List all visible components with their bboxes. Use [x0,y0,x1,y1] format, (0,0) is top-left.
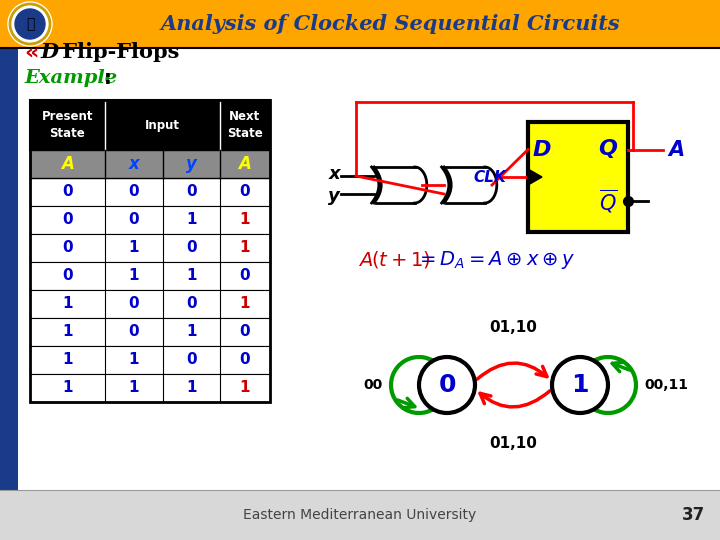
Text: Q: Q [598,139,618,159]
Text: Present
State: Present State [42,110,94,140]
Text: 0: 0 [129,213,139,227]
Text: x: x [328,165,340,183]
Bar [30,234,270,262]
Bar [528,122,628,232]
Bar [30,346,270,374]
Circle shape [8,2,52,46]
Text: x: x [129,155,140,173]
Text: 0: 0 [186,240,197,255]
Text: 1: 1 [186,268,197,284]
Text: 0: 0 [240,268,251,284]
Text: CLK: CLK [473,170,506,185]
Text: Input: Input [145,118,180,132]
Text: 0: 0 [62,268,73,284]
Text: 1: 1 [240,296,251,312]
Bar [0,0,720,48]
Text: 01,10: 01,10 [490,320,537,334]
Bar [30,374,270,402]
Text: :: : [104,69,112,87]
Text: 00,11: 00,11 [644,378,688,392]
Text: 0: 0 [129,296,139,312]
Text: 1: 1 [62,381,73,395]
Bar [30,262,270,290]
Text: 00: 00 [364,378,383,392]
Bar [30,290,270,318]
Bar [30,100,270,150]
Text: Eastern Mediterranean University: Eastern Mediterranean University [243,508,477,522]
Text: 0: 0 [129,185,139,199]
Text: 0: 0 [186,296,197,312]
Text: Example: Example [24,69,117,87]
Text: 1: 1 [571,373,589,397]
Text: 0: 0 [129,325,139,340]
Text: 0: 0 [62,240,73,255]
Text: 1: 1 [186,381,197,395]
Text: 0: 0 [438,373,456,397]
Text: $A$: $A$ [358,251,373,269]
Text: 1: 1 [129,268,139,284]
Text: Flip-Flops: Flip-Flops [55,42,179,62]
Circle shape [419,357,475,413]
Text: D: D [533,139,552,159]
Bar [0,490,720,540]
Text: $(t+1)$: $(t+1)$ [371,249,431,271]
Bar [30,150,270,178]
Text: 1: 1 [186,213,197,227]
Text: A: A [668,139,684,159]
Text: 1: 1 [62,296,73,312]
Circle shape [552,357,608,413]
Bar [30,318,270,346]
Text: 0: 0 [62,213,73,227]
Text: 1: 1 [240,381,251,395]
Text: 0: 0 [240,353,251,368]
Text: 01,10: 01,10 [490,435,537,450]
Text: 0: 0 [240,325,251,340]
Bar [0,48,18,490]
Text: $ = D_A = A \oplus x \oplus y$: $ = D_A = A \oplus x \oplus y$ [416,249,575,271]
Text: 0: 0 [240,185,251,199]
Polygon shape [528,169,542,185]
Text: A: A [238,155,251,173]
Text: $\overline{Q}$: $\overline{Q}$ [599,187,617,215]
Text: 1: 1 [129,353,139,368]
Text: 1: 1 [62,353,73,368]
Text: 1: 1 [129,240,139,255]
Text: 0: 0 [62,185,73,199]
Text: y: y [186,155,197,173]
Text: 🏛: 🏛 [26,17,34,31]
Circle shape [15,9,45,39]
Text: 37: 37 [682,506,705,524]
Text: A: A [61,155,74,173]
Bar [30,100,270,402]
Text: Analysis of Clocked Sequential Circuits: Analysis of Clocked Sequential Circuits [160,14,620,34]
Text: y: y [328,187,340,205]
Text: 1: 1 [62,325,73,340]
Text: 1: 1 [240,213,251,227]
Text: Next
State: Next State [227,110,263,140]
Text: 1: 1 [129,381,139,395]
Text: 0: 0 [186,353,197,368]
Text: 0: 0 [186,185,197,199]
Bar [30,178,270,206]
Text: D: D [40,42,58,62]
Text: «: « [24,42,38,62]
Text: 1: 1 [240,240,251,255]
Text: 1: 1 [186,325,197,340]
Bar [30,206,270,234]
